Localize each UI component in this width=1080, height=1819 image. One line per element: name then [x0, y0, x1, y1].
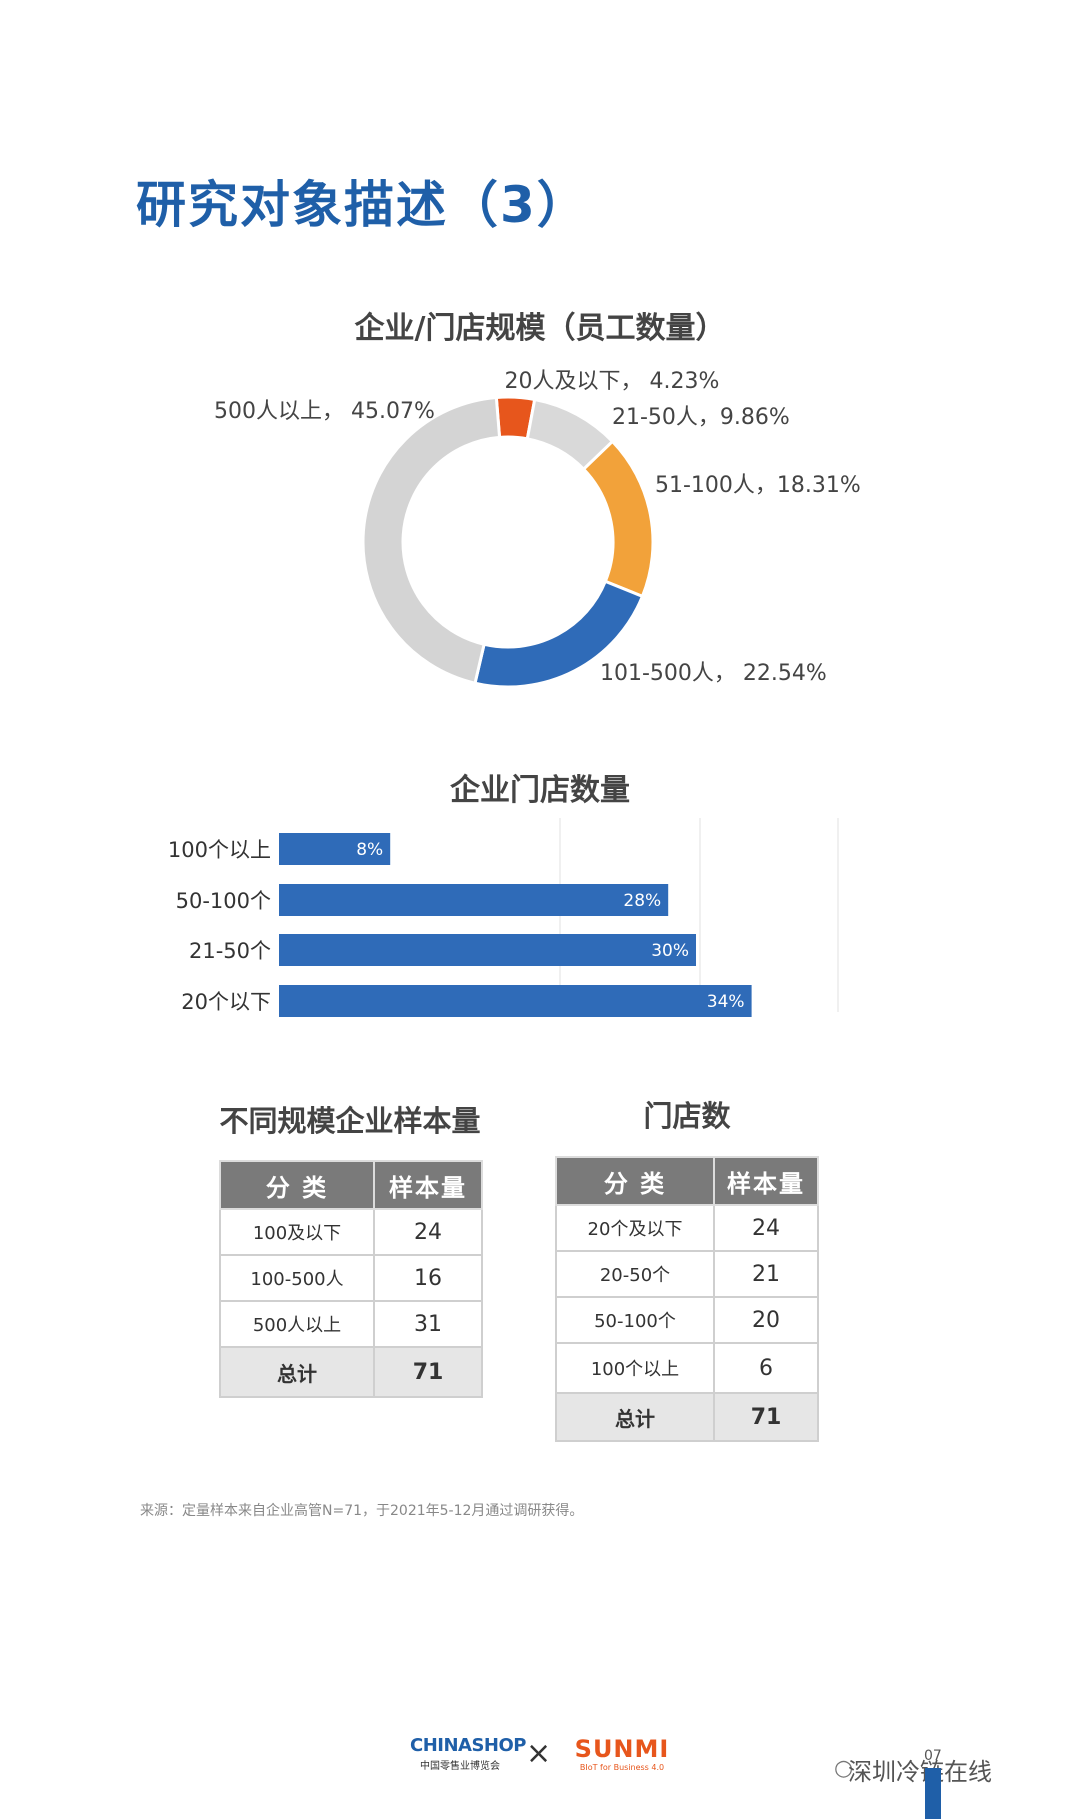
table-stores-title: 门店数 [643, 1099, 731, 1133]
bar-chart-title: 企业门店数量 [450, 773, 630, 808]
table-cell: 71 [373, 1346, 483, 1398]
table-cell: 71 [713, 1392, 819, 1442]
page-number: 07 [924, 1748, 942, 1764]
table-row: 50-100个 20 [555, 1296, 819, 1344]
sunmi-logo: SUNMI BIoT for Business 4.0 [574, 1735, 670, 1772]
table-stores-header-category: 分 类 [555, 1156, 715, 1206]
table-total-row: 总计 71 [219, 1346, 483, 1398]
donut-chart: 20人及以下， 4.23% 21-50人，9.86% 51-100人，18.31% 1… [214, 369, 861, 689]
donut-slice-label: 20人及以下， 4.23% [505, 369, 720, 394]
table-cell: 总计 [219, 1346, 375, 1398]
watermark: 深圳冷链在线 [848, 1758, 992, 1786]
table-cell: 50-100个 [555, 1296, 715, 1344]
bar-value-label: 28% [623, 891, 661, 911]
table-cell: 6 [713, 1342, 819, 1394]
table-cell: 20个及以下 [555, 1204, 715, 1252]
table-stores: 分 类 样本量 20个及以下 24 20-50个 21 50-100个 20 1… [555, 1156, 819, 1442]
table-size-title: 不同规模企业样本量 [219, 1104, 481, 1138]
table-cell: 100个以上 [555, 1342, 715, 1394]
bar-value-label: 8% [356, 840, 383, 860]
chinashop-logo-text: CHINASHOP [410, 1735, 527, 1756]
table-stores-header-count: 样本量 [713, 1156, 819, 1206]
bar [279, 884, 669, 916]
donut-slice-label: 101-500人， 22.54% [600, 661, 827, 686]
bar-value-label: 30% [651, 941, 689, 961]
table-size-header-category: 分 类 [219, 1160, 375, 1210]
table-cell: 20 [713, 1296, 819, 1344]
table-row: 20个及以下 24 [555, 1204, 819, 1252]
table-total-row: 总计 71 [555, 1392, 819, 1442]
chinashop-logo: CHINASHOP 中国零售业博览会 [410, 1735, 527, 1772]
table-cell: 24 [713, 1204, 819, 1252]
table-cell: 100-500人 [219, 1254, 375, 1302]
bar-chart: 100个以上 8% 50-100个 28% 21-50个 30% 20个以下 34% [168, 818, 839, 1017]
times-separator: × [526, 1736, 552, 1771]
table-cell: 500人以上 [219, 1300, 375, 1348]
donut-slice-label: 21-50人，9.86% [612, 405, 790, 430]
bar-value-label: 34% [707, 992, 745, 1012]
table-cell: 20-50个 [555, 1250, 715, 1298]
table-cell: 31 [373, 1300, 483, 1348]
bar-category-label: 20个以下 [181, 990, 271, 1014]
wechat-icon: ○ [834, 1756, 854, 1781]
table-cell: 总计 [555, 1392, 715, 1442]
page-marker [925, 1768, 941, 1819]
bar [279, 985, 752, 1017]
bar-category-label: 100个以上 [168, 838, 271, 862]
chinashop-logo-subtext: 中国零售业博览会 [420, 1761, 500, 1772]
table-size: 分 类 样本量 100及以下 24 100-500人 16 500人以上 31 … [219, 1160, 483, 1398]
table-cell: 16 [373, 1254, 483, 1302]
source-note: 来源：定量样本来自企业高管N=71，于2021年5-12月通过调研获得。 [140, 1503, 584, 1519]
bar [279, 833, 391, 865]
sunmi-logo-subtext: BIoT for Business 4.0 [579, 1763, 665, 1772]
table-row: 100及以下 24 [219, 1208, 483, 1256]
bar [279, 934, 696, 966]
table-cell: 21 [713, 1250, 819, 1298]
donut-slice-label: 500人以上， 45.07% [214, 399, 435, 424]
table-size-header-count: 样本量 [373, 1160, 483, 1210]
bar-category-label: 21-50个 [189, 939, 271, 963]
table-row: 100个以上 6 [555, 1342, 819, 1394]
table-row: 500人以上 31 [219, 1300, 483, 1348]
table-cell: 24 [373, 1208, 483, 1256]
donut-chart-title: 企业/门店规模（员工数量） [354, 311, 726, 346]
table-row: 100-500人 16 [219, 1254, 483, 1302]
donut-slice [361, 395, 502, 686]
donut-slice-label: 51-100人，18.31% [655, 473, 861, 498]
table-cell: 100及以下 [219, 1208, 375, 1256]
sunmi-logo-text: SUNMI [574, 1735, 670, 1763]
page-title: 研究对象描述（3） [136, 176, 589, 234]
bar-category-label: 50-100个 [176, 889, 271, 913]
table-row: 20-50个 21 [555, 1250, 819, 1298]
